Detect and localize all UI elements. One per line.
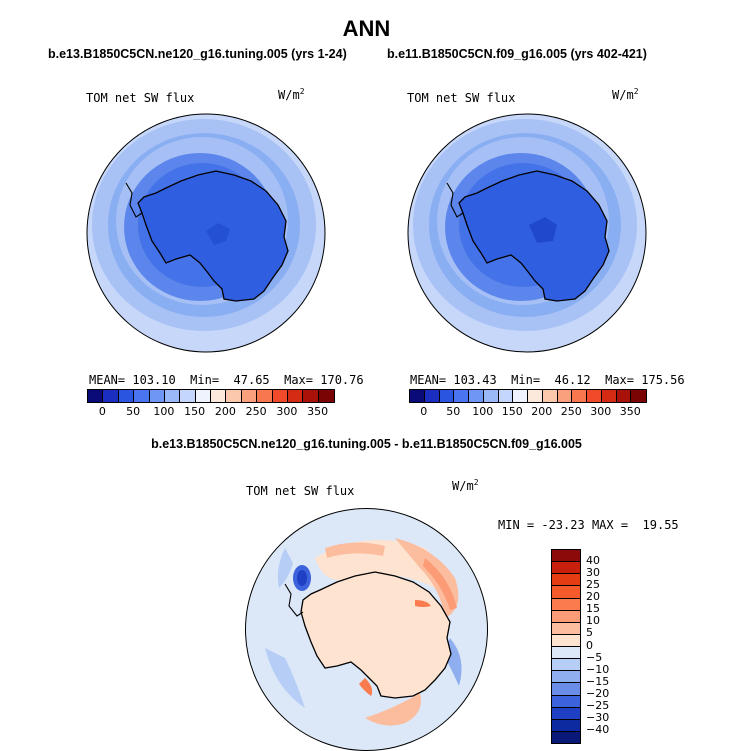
diff-variable-label: TOM net SW flux (246, 484, 355, 498)
diff-minmax: MIN = -23.23 MAX = 19.55 (498, 518, 679, 532)
left-variable-label: TOM net SW flux (86, 91, 195, 105)
left-colorbar-tick-label: 350 (307, 405, 329, 418)
right-colorbar-swatch (424, 390, 440, 402)
diff-colorbar-swatch (552, 562, 580, 575)
right-colorbar-swatch (454, 390, 469, 402)
right-colorbar-swatch (572, 390, 587, 402)
diff-antarctica-landmass (300, 571, 452, 699)
left-colorbar-swatch (149, 390, 165, 402)
diff-colorbar-tick-label: 0 (586, 638, 593, 652)
left-colorbar-tick-label: 200 (214, 405, 236, 418)
right-colorbar-tick-label: 0 (420, 405, 428, 418)
right-stats: MEAN= 103.43 Min= 46.12 Max= 175.56 (410, 373, 685, 387)
left-stats: MEAN= 103.10 Min= 47.65 Max= 170.76 (89, 373, 364, 387)
diff-title: b.e13.B1850C5CN.ne120_g16.tuning.005 - b… (151, 437, 582, 451)
left-colorbar-swatch (287, 390, 304, 402)
right-colorbar-swatch (410, 390, 425, 402)
diff-colorbar-tick-label: 5 (586, 626, 593, 640)
right-units-label: W/m2 (612, 87, 639, 102)
right-colorbar-swatch (631, 390, 646, 402)
right-colorbar-tick-label: 350 (619, 405, 641, 418)
diff-colorbar-tick-label: 20 (586, 590, 600, 604)
diff-units-label: W/m2 (452, 478, 479, 493)
diff-colorbar-swatch (552, 719, 580, 732)
right-colorbar-tick-label: 200 (531, 405, 553, 418)
diff-colorbar-tick-label: −5 (586, 650, 603, 664)
left-colorbar-swatch (164, 390, 181, 402)
left-colorbar-swatch (272, 390, 288, 402)
right-colorbar-tick-label: 100 (472, 405, 494, 418)
left-colorbar-swatch (226, 390, 242, 402)
diff-colorbar-tick-label: −30 (586, 710, 610, 724)
diff-colorbar-swatch (552, 550, 580, 563)
left-colorbar-tick-label: 100 (153, 405, 175, 418)
right-case-title: b.e11.B1850C5CN.f09_g16.005 (yrs 402-421… (387, 47, 647, 61)
right-colorbar-swatch (439, 390, 455, 402)
right-colorbar-swatch (557, 390, 573, 402)
diff-colorbar-tick-label: 10 (586, 614, 600, 628)
diff-colorbar-swatch (552, 647, 580, 660)
right-colorbar-tick-label: 300 (590, 405, 612, 418)
right-colorbar-swatch (528, 390, 543, 402)
diff-colorbar-tick-label: −40 (586, 722, 610, 736)
diff-colorbar-tick-label: 25 (586, 578, 600, 592)
diff-colorbar-swatch (552, 574, 580, 587)
diff-colorbar-swatch (552, 598, 580, 611)
diff-colorbar-tick-label: 40 (586, 554, 600, 568)
diff-colorbar-swatch (552, 659, 580, 672)
right-colorbar (409, 389, 647, 403)
diff-colorbar-swatch (552, 586, 580, 599)
left-colorbar-tick-label: 150 (184, 405, 206, 418)
diff-colorbar-swatch (552, 622, 580, 635)
left-polar-map (86, 113, 326, 353)
left-colorbar-swatch (211, 390, 227, 402)
diff-colorbar-tick-label: −15 (586, 674, 610, 688)
diff-colorbar (551, 549, 581, 744)
left-colorbar-swatch (318, 390, 334, 402)
diff-colorbar-tick-label: 30 (586, 566, 600, 580)
diff-colorbar-swatch (552, 695, 580, 708)
right-colorbar-swatch (587, 390, 602, 402)
left-case-title: b.e13.B1850C5CN.ne120_g16.tuning.005 (yr… (48, 47, 347, 61)
left-colorbar-tick-label: 0 (98, 405, 106, 418)
right-polar-map (407, 113, 647, 353)
page-title: ANN (342, 16, 391, 41)
right-colorbar-tick-label: 50 (446, 405, 461, 418)
right-colorbar-swatch (513, 390, 528, 402)
left-colorbar-swatch (241, 390, 258, 402)
left-colorbar-tick-label: 250 (245, 405, 267, 418)
left-colorbar-swatch (118, 390, 135, 402)
diff-colorbar-swatch (552, 707, 580, 720)
right-colorbar-swatch (483, 390, 499, 402)
diff-colorbar-tick-label: −20 (586, 686, 610, 700)
left-colorbar-swatch (257, 390, 273, 402)
left-colorbar-swatch (195, 390, 211, 402)
diff-colorbar-tick-label: 15 (586, 602, 600, 616)
right-colorbar-tick-label: 250 (560, 405, 582, 418)
right-colorbar-swatch (616, 390, 632, 402)
right-colorbar-swatch (542, 390, 558, 402)
left-colorbar-swatch (103, 390, 119, 402)
left-colorbar-tick-label: 50 (126, 405, 141, 418)
left-colorbar-swatch (88, 390, 104, 402)
diff-colorbar-tick-label: −25 (586, 698, 610, 712)
left-colorbar-swatch (180, 390, 196, 402)
left-colorbar-swatch (303, 390, 319, 402)
right-colorbar-swatch (469, 390, 484, 402)
left-colorbar (87, 389, 335, 403)
right-variable-label: TOM net SW flux (407, 91, 516, 105)
diff-colorbar-swatch (552, 731, 580, 743)
left-colorbar-tick-label: 300 (276, 405, 298, 418)
right-colorbar-swatch (498, 390, 514, 402)
left-colorbar-swatch (134, 390, 150, 402)
right-colorbar-swatch (601, 390, 617, 402)
diff-colorbar-tick-label: −10 (586, 662, 610, 676)
diff-colorbar-swatch (552, 671, 580, 684)
diff-polar-map (245, 508, 488, 751)
left-units-label: W/m2 (278, 87, 305, 102)
right-colorbar-tick-label: 150 (501, 405, 523, 418)
diff-colorbar-swatch (552, 683, 580, 696)
diff-colorbar-swatch (552, 634, 580, 647)
diff-colorbar-swatch (552, 610, 580, 623)
